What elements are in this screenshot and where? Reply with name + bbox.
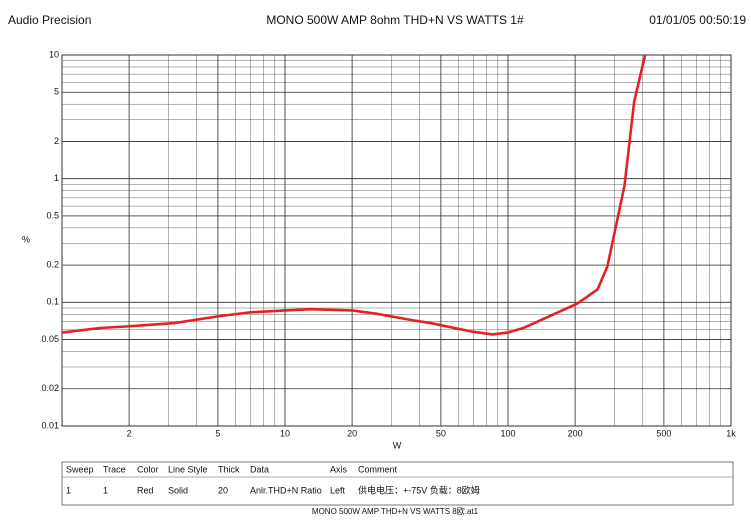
x-axis-label: W: [393, 440, 402, 450]
table-cell: 1: [103, 485, 108, 495]
table-header: Axis: [330, 464, 348, 474]
y-tick-label: 0.05: [41, 334, 59, 344]
y-axis-label: %: [22, 234, 30, 244]
table-header: Data: [250, 464, 269, 474]
x-tick-label: 2: [127, 428, 132, 438]
x-tick-label: 10: [280, 428, 290, 438]
table-header: Comment: [358, 464, 398, 474]
x-tick-label: 1k: [726, 428, 736, 438]
table-header: Thick: [218, 464, 240, 474]
table-cell: Left: [330, 485, 346, 495]
table-cell: 20: [218, 485, 228, 495]
y-tick-label: 10: [49, 49, 59, 59]
x-tick-label: 500: [656, 428, 671, 438]
x-tick-label: 100: [500, 428, 515, 438]
brand: Audio Precision: [8, 13, 91, 27]
table-cell: 供电电压：+-75V 负载：8欧姆: [358, 484, 480, 495]
y-tick-label: 0.5: [46, 210, 59, 220]
table-header: Sweep: [66, 464, 94, 474]
timestamp: 01/01/05 00:50:19: [649, 13, 746, 27]
table-cell: Solid: [168, 485, 188, 495]
table-cell: Red: [137, 485, 154, 495]
x-tick-label: 20: [347, 428, 357, 438]
y-tick-label: 5: [54, 87, 59, 97]
table-cell: 1: [66, 485, 71, 495]
x-tick-label: 5: [215, 428, 220, 438]
x-tick-label: 50: [436, 428, 446, 438]
table-cell: Anlr.THD+N Ratio: [250, 485, 322, 495]
legend-table-frame: [61, 461, 734, 506]
y-tick-label: 2: [54, 136, 59, 146]
data-line: [61, 54, 647, 336]
y-tick-label: 0.2: [46, 259, 59, 269]
y-tick-label: 1: [54, 173, 59, 183]
table-header: Line Style: [168, 464, 208, 474]
x-tick-label: 200: [568, 428, 583, 438]
footer: MONO 500W AMP THD+N VS WATTS 8欧.at1: [312, 506, 479, 516]
table-header: Color: [137, 464, 159, 474]
y-tick-label: 0.02: [41, 383, 59, 393]
y-tick-label: 0.1: [46, 297, 59, 307]
y-tick-label: 0.01: [41, 420, 59, 430]
table-header: Trace: [103, 464, 126, 474]
chart-title: MONO 500W AMP 8ohm THD+N VS WATTS 1#: [266, 13, 524, 27]
